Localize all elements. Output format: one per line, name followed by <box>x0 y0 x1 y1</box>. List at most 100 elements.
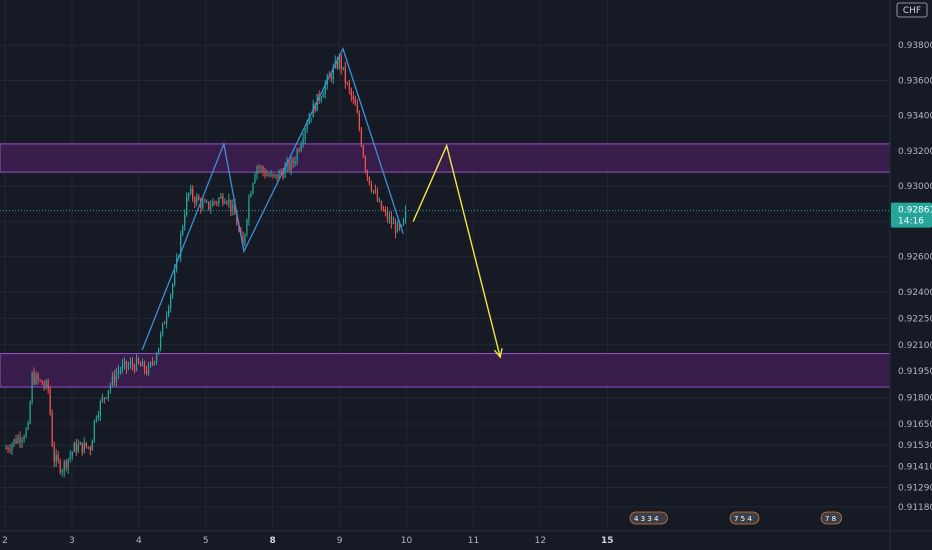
candle-body <box>248 197 250 220</box>
last-price-badge-bg <box>891 202 932 228</box>
candle-body <box>95 418 97 421</box>
candle-body <box>85 442 87 448</box>
candle-body <box>260 167 262 169</box>
candle-body <box>400 225 403 227</box>
candle-body <box>15 439 17 444</box>
price-tick-label: 0.91530 <box>898 441 932 451</box>
candle-body <box>360 129 362 146</box>
event-marker[interactable]: 7 8 <box>820 511 843 525</box>
candle-body <box>204 201 206 203</box>
candle-body <box>43 384 45 387</box>
candle-body <box>372 190 375 192</box>
candle-body <box>168 308 170 316</box>
candle-body <box>186 196 188 216</box>
candle-body <box>208 201 210 209</box>
candle-body <box>93 420 95 441</box>
candle-body <box>65 461 67 468</box>
candle-body <box>17 437 19 444</box>
candle-body <box>184 215 186 227</box>
candle-body <box>117 370 120 374</box>
candle-body <box>119 370 122 372</box>
candle-body <box>69 455 71 459</box>
candle-body <box>264 171 266 176</box>
candle-body <box>250 192 252 198</box>
candle-body <box>111 375 114 385</box>
candle-body <box>274 173 276 176</box>
candle-body <box>394 222 397 233</box>
pattern-trend-line[interactable] <box>141 47 404 351</box>
time-tick-label: 2 <box>2 536 8 546</box>
candle-body <box>172 284 174 296</box>
candle-body <box>218 198 220 204</box>
candle-body <box>194 198 196 204</box>
support-zone[interactable] <box>0 353 891 388</box>
candle-body <box>268 174 270 177</box>
candle-body <box>306 124 308 130</box>
projection-line[interactable] <box>412 143 501 358</box>
candle-body <box>109 384 112 391</box>
time-tick-label: 8 <box>270 536 276 546</box>
currency-badge[interactable]: CHF <box>896 2 928 18</box>
support-resistance-zones[interactable] <box>0 143 891 388</box>
price-tick-label: 0.93200 <box>898 147 932 157</box>
candle-body <box>390 216 393 225</box>
candle-body <box>59 460 61 473</box>
candle-body <box>89 447 91 451</box>
candle-body <box>212 201 214 207</box>
candle-body <box>107 390 110 398</box>
candle-body <box>25 429 27 438</box>
candle-body <box>392 222 395 225</box>
event-marker[interactable]: 4 3 3 4 <box>629 511 668 525</box>
candle-body <box>73 443 75 453</box>
drawing-layer[interactable] <box>141 47 503 359</box>
candle-body <box>75 443 77 452</box>
candle-body <box>182 226 184 235</box>
candle-body <box>145 370 148 374</box>
candle-body <box>382 209 385 211</box>
candle-body <box>234 204 236 215</box>
price-tick-label: 0.92400 <box>898 288 932 298</box>
candle-body <box>49 388 51 415</box>
candle-body <box>348 83 350 90</box>
candle-body <box>157 347 160 355</box>
candle-body <box>133 365 136 371</box>
candlestick-series <box>5 53 407 478</box>
candle-body <box>113 375 116 383</box>
candle-body <box>21 439 23 443</box>
last-price-badge: 0.92861 14:16 <box>891 202 932 228</box>
candle-body <box>216 202 218 204</box>
price-tick-label: 0.91650 <box>898 420 932 430</box>
candle-body <box>310 117 312 119</box>
candle-body <box>83 442 85 453</box>
candle-body <box>256 167 258 175</box>
candle-body <box>198 196 200 200</box>
currency-label: CHF <box>903 6 921 16</box>
time-axis[interactable]: 2 3 4 5 8 9 10 11 12 15 <box>0 530 932 546</box>
candle-body <box>296 150 298 162</box>
candle-body <box>308 118 310 125</box>
candle-body <box>278 171 280 179</box>
candle-body <box>27 423 29 430</box>
candle-body <box>29 402 31 424</box>
candle-body <box>141 361 144 367</box>
event-marker[interactable]: 7 5 4 <box>729 511 760 525</box>
candle-body <box>61 471 63 473</box>
candle-body <box>33 373 35 384</box>
candle-body <box>143 361 146 371</box>
flag-icon <box>729 511 760 525</box>
candle-body <box>332 67 334 80</box>
candle-body <box>57 454 59 461</box>
price-tick-label: 0.91180 <box>898 503 932 513</box>
economic-event-markers[interactable]: 4 3 3 4 7 5 4 7 8 <box>629 511 843 525</box>
candle-body <box>121 364 124 371</box>
candle-body <box>196 196 198 204</box>
candle-body <box>99 401 101 416</box>
candle-body <box>174 270 176 285</box>
candle-body <box>302 138 304 145</box>
candle-body <box>370 184 373 191</box>
candle-body <box>210 206 212 209</box>
candle-body <box>224 202 226 204</box>
price-tick-label: 0.92100 <box>898 341 932 351</box>
